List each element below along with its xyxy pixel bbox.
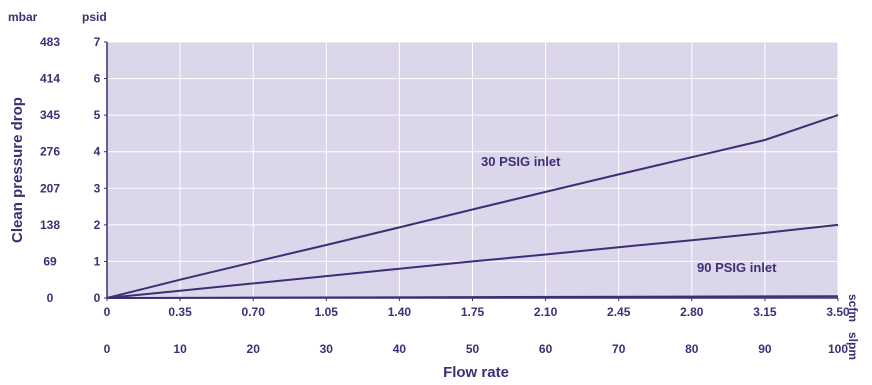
y-unit-psid: psid [82, 10, 107, 24]
y-tick-label-mbar: 276 [40, 145, 60, 159]
x-tick-label-slpm: 90 [758, 342, 772, 356]
y-tick-label-mbar: 69 [43, 254, 57, 268]
y-unit-mbar: mbar [8, 10, 38, 24]
x-tick-label-scfm: 2.80 [680, 305, 704, 319]
series-line-0 [106, 114, 839, 299]
x-tick-label-slpm: 0 [104, 342, 111, 356]
x-tick-label-slpm: 40 [393, 342, 407, 356]
x-tick-label-slpm: 10 [173, 342, 187, 356]
tick-labels: 000.35100.70201.05301.40401.75502.10602.… [40, 35, 850, 356]
x-tick-label-slpm: 60 [539, 342, 553, 356]
x-tick-label-scfm: 1.75 [461, 305, 485, 319]
x-tick-label-scfm: 2.45 [607, 305, 631, 319]
x-tick-label-scfm: 3.15 [753, 305, 777, 319]
y-tick-label-psid: 4 [94, 145, 101, 159]
y-axis-title: Clean pressure drop [9, 97, 26, 243]
y-tick-label-mbar: 345 [40, 108, 60, 122]
x-tick-label-slpm: 100 [828, 342, 848, 356]
x-axis-title: Flow rate [443, 364, 509, 381]
x-tick-label-slpm: 80 [685, 342, 699, 356]
x-tick-label-scfm: 1.40 [388, 305, 412, 319]
x-tick-label-slpm: 70 [612, 342, 626, 356]
x-tick-label-scfm: 3.50 [826, 305, 850, 319]
y-tick-label-mbar: 138 [40, 218, 60, 232]
x-unit-scfm: scfm [846, 294, 860, 322]
x-tick-label-slpm: 30 [320, 342, 334, 356]
x-tick-label-scfm: 0.35 [168, 305, 192, 319]
y-tick-label-psid: 6 [94, 72, 101, 86]
series-label-90-psig: 90 PSIG inlet [697, 260, 777, 275]
x-tick-label-scfm: 2.10 [534, 305, 558, 319]
x-tick-label-scfm: 1.05 [315, 305, 339, 319]
y-tick-label-psid: 5 [94, 108, 101, 122]
y-tick-label-psid: 2 [94, 218, 101, 232]
y-tick-label-psid: 1 [94, 254, 101, 268]
x-tick-label-scfm: 0 [104, 305, 111, 319]
y-tick-label-mbar: 207 [40, 181, 60, 195]
x-unit-slpm: slpm [846, 332, 860, 360]
y-tick-label-mbar: 0 [47, 291, 54, 305]
x-tick-label-scfm: 0.70 [242, 305, 266, 319]
series-line-1 [106, 223, 839, 299]
y-tick-label-mbar: 483 [40, 35, 60, 49]
series-label-30-psig: 30 PSIG inlet [481, 154, 561, 169]
y-tick-label-mbar: 414 [40, 72, 60, 86]
x-tick-label-slpm: 50 [466, 342, 480, 356]
y-tick-label-psid: 0 [94, 291, 101, 305]
y-tick-label-psid: 3 [94, 181, 101, 195]
x-tick-label-slpm: 20 [247, 342, 261, 356]
y-tick-label-psid: 7 [94, 35, 101, 49]
